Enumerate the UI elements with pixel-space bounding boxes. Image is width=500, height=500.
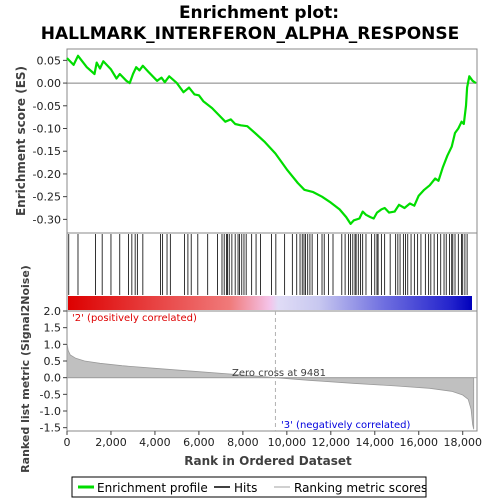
- rank-color-bar: [68, 296, 472, 310]
- es-panel-frame: [66, 48, 478, 234]
- x-tick-label: 4,000: [139, 436, 171, 449]
- es-ytick-label: -0.05: [33, 100, 61, 113]
- hits-layer: [68, 234, 468, 295]
- x-tick-label: 18,000: [443, 436, 482, 449]
- chart-title-line2: HALLMARK_INTERFERON_ALPHA_RESPONSE: [41, 24, 460, 44]
- ranking-metric-area: [66, 342, 475, 430]
- metric-ylabel: Ranked list metric (Signal2Noise): [19, 265, 32, 473]
- es-ylabel: Enrichment score (ES): [14, 66, 28, 216]
- zero-cross-label: Zero cross at 9481: [232, 368, 326, 379]
- x-tick-label: 12,000: [312, 436, 351, 449]
- metric-ytick-label: -1.5: [40, 422, 61, 435]
- metric-ytick-label: 1.0: [44, 338, 62, 351]
- negative-correlation-label: '3' (negatively correlated): [281, 420, 410, 431]
- legend-enrichment-label: Enrichment profile: [97, 481, 208, 495]
- es-ytick-label: -0.30: [33, 213, 61, 226]
- metric-ytick-label: -1.0: [40, 405, 61, 418]
- es-plot-layer: [66, 54, 477, 225]
- metric-ytick-label: 0.0: [44, 372, 62, 385]
- es-ytick-label: 0.00: [37, 77, 62, 90]
- x-axis-label: Rank in Ordered Dataset: [184, 454, 352, 468]
- x-tick-label: 6,000: [183, 436, 215, 449]
- chart-title-line1: Enrichment plot:: [179, 3, 339, 23]
- x-tick-label: 0: [64, 436, 71, 449]
- es-ytick-label: -0.20: [33, 168, 61, 181]
- metric-ytick-label: -0.5: [40, 388, 61, 401]
- x-tick-label: 8,000: [227, 436, 259, 449]
- x-tick-label: 10,000: [268, 436, 307, 449]
- axes-layer: 0.050.00-0.05-0.10-0.15-0.20-0.25-0.302.…: [33, 54, 482, 449]
- positive-correlation-label: '2' (positively correlated): [72, 313, 197, 324]
- x-tick-label: 14,000: [356, 436, 395, 449]
- legend-ranking-label: Ranking metric scores: [294, 481, 427, 495]
- es-ytick-label: -0.25: [33, 191, 61, 204]
- metric-ytick-label: 2.0: [44, 305, 62, 318]
- es-ytick-label: -0.15: [33, 145, 61, 158]
- legend-box: [71, 476, 427, 498]
- es-ytick-label: 0.05: [37, 54, 62, 67]
- metric-ytick-label: 0.5: [44, 355, 62, 368]
- legend-hits-label: Hits: [234, 481, 257, 495]
- x-tick-label: 2,000: [95, 436, 127, 449]
- es-ytick-label: -0.10: [33, 123, 61, 136]
- metric-ytick-label: 1.5: [44, 322, 62, 335]
- metric-plot-layer: [66, 311, 477, 431]
- enrichment-profile-line: [66, 54, 477, 225]
- x-tick-label: 16,000: [399, 436, 438, 449]
